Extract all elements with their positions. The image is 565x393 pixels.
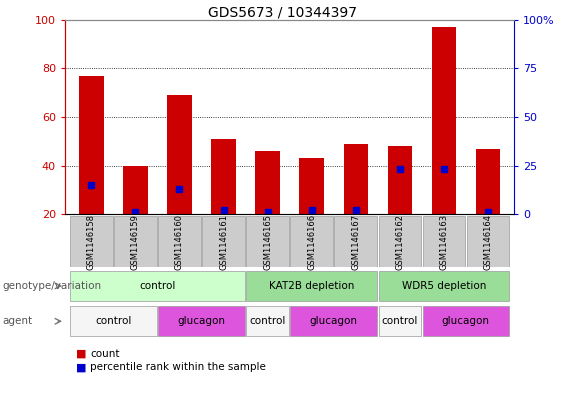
Text: WDR5 depletion: WDR5 depletion: [402, 281, 486, 291]
Bar: [70, 306, 157, 336]
Bar: [246, 216, 289, 267]
Bar: [344, 144, 368, 214]
Text: GSM1146166: GSM1146166: [307, 214, 316, 270]
Text: GSM1146161: GSM1146161: [219, 214, 228, 270]
Bar: [290, 216, 333, 267]
Text: GSM1146159: GSM1146159: [131, 214, 140, 270]
Bar: [202, 216, 245, 267]
Text: control: control: [95, 316, 132, 326]
Text: GSM1146163: GSM1146163: [439, 214, 448, 270]
Text: ■: ■: [76, 362, 87, 373]
Text: GSM1146165: GSM1146165: [263, 214, 272, 270]
Bar: [255, 151, 280, 214]
Bar: [246, 306, 289, 336]
Text: control: control: [381, 316, 418, 326]
Bar: [423, 306, 509, 336]
Bar: [158, 306, 245, 336]
Bar: [211, 139, 236, 214]
Bar: [476, 149, 500, 214]
Bar: [123, 165, 147, 214]
Bar: [388, 146, 412, 214]
Text: KAT2B depletion: KAT2B depletion: [269, 281, 354, 291]
Bar: [70, 271, 245, 301]
Text: GDS5673 / 10344397: GDS5673 / 10344397: [208, 6, 357, 20]
Text: control: control: [139, 281, 176, 291]
Text: control: control: [249, 316, 286, 326]
Text: GSM1146160: GSM1146160: [175, 214, 184, 270]
Text: glucagon: glucagon: [442, 316, 490, 326]
Text: GSM1146158: GSM1146158: [87, 214, 96, 270]
Bar: [379, 306, 421, 336]
Bar: [467, 216, 509, 267]
Bar: [432, 27, 456, 214]
Text: count: count: [90, 349, 120, 359]
Bar: [70, 216, 112, 267]
Bar: [379, 271, 509, 301]
Bar: [158, 216, 201, 267]
Text: glucagon: glucagon: [310, 316, 358, 326]
Text: ■: ■: [76, 349, 87, 359]
Text: GSM1146162: GSM1146162: [395, 214, 404, 270]
Bar: [299, 158, 324, 214]
Bar: [334, 216, 377, 267]
Text: agent: agent: [3, 316, 33, 326]
Bar: [423, 216, 465, 267]
Text: percentile rank within the sample: percentile rank within the sample: [90, 362, 266, 373]
Bar: [79, 75, 103, 214]
Text: genotype/variation: genotype/variation: [3, 281, 102, 291]
Bar: [379, 216, 421, 267]
Bar: [246, 271, 377, 301]
Text: GSM1146167: GSM1146167: [351, 214, 360, 270]
Bar: [290, 306, 377, 336]
Bar: [167, 95, 192, 214]
Text: glucagon: glucagon: [177, 316, 225, 326]
Bar: [114, 216, 157, 267]
Text: GSM1146164: GSM1146164: [483, 214, 492, 270]
